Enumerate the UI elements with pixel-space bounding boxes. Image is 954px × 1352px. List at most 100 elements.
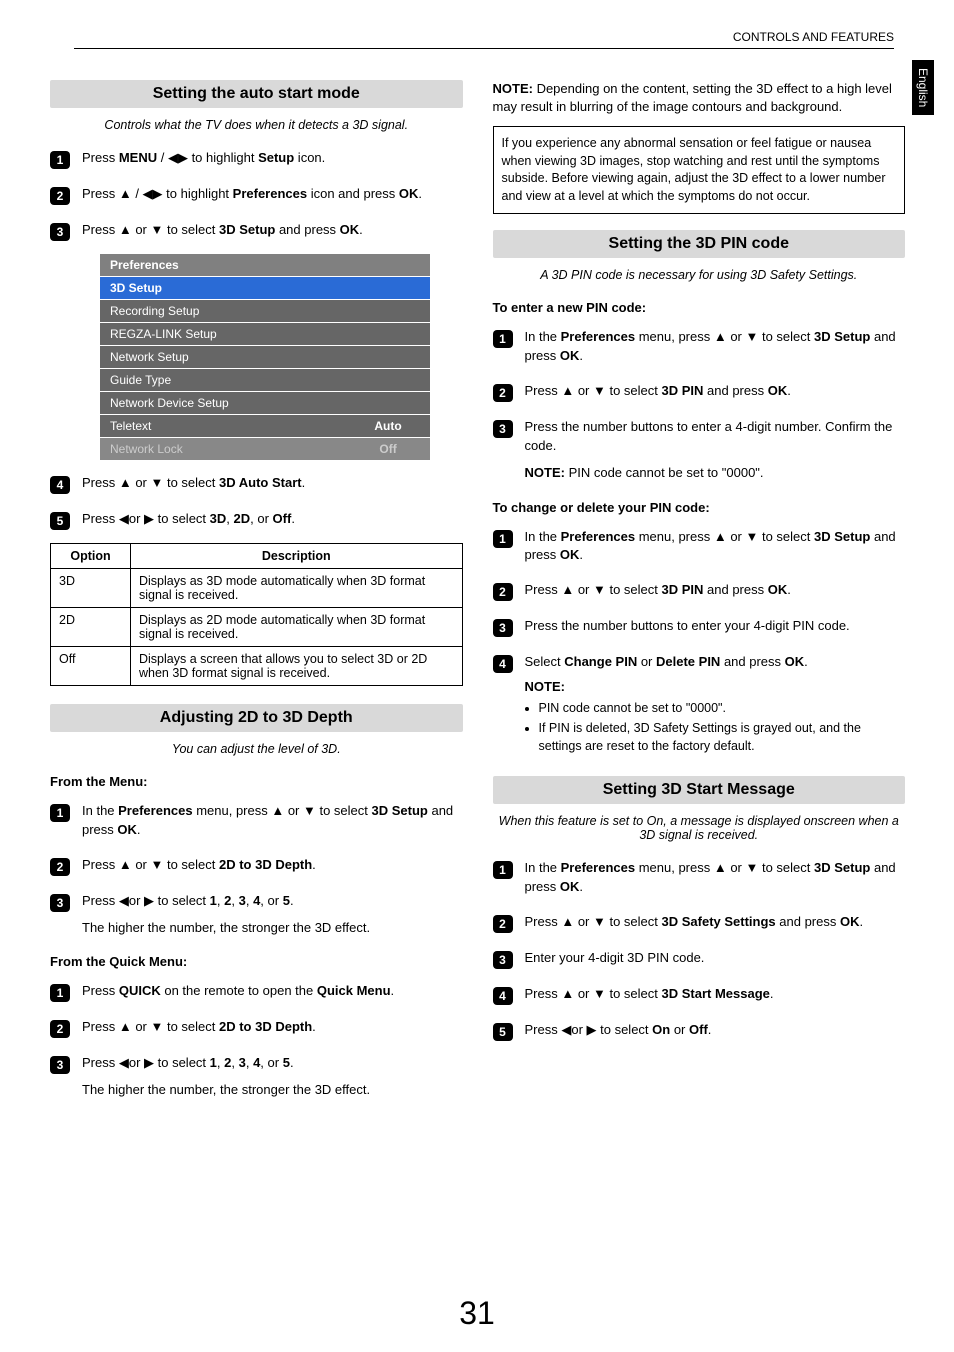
menu-row: Recording Setup <box>100 300 430 323</box>
desc-cell: Displays as 3D mode automatically when 3… <box>131 569 463 608</box>
preferences-menu: Preferences 3D SetupRecording SetupREGZA… <box>100 254 430 461</box>
desc-cell: Displays as 2D mode automatically when 3… <box>131 608 463 647</box>
step-tail: The higher the number, the stronger the … <box>82 919 463 938</box>
menu-value <box>346 277 430 300</box>
step-text: Press ▲ or ▼ to select 3D Safety Setting… <box>525 913 906 932</box>
step-text: Press QUICK on the remote to open the Qu… <box>82 982 463 1001</box>
step-num: 3 <box>493 420 513 438</box>
note-head: NOTE: <box>525 679 565 694</box>
option-cell: 3D <box>51 569 131 608</box>
step-tail: The higher the number, the stronger the … <box>82 1081 463 1100</box>
menu-label: Guide Type <box>100 369 346 392</box>
menu-label: Network Device Setup <box>100 392 346 415</box>
step-num: 1 <box>493 861 513 879</box>
menu-label: Teletext <box>100 415 346 438</box>
option-cell: 2D <box>51 608 131 647</box>
step-num: 1 <box>493 530 513 548</box>
menu-value <box>346 300 430 323</box>
step-text: Press ▲ or ▼ to select 3D Setup and pres… <box>82 221 463 240</box>
menu-value <box>346 346 430 369</box>
step-text: Press ▲ or ▼ to select 3D PIN and press … <box>525 581 906 600</box>
menu-row: Network Device Setup <box>100 392 430 415</box>
menu-row: TeletextAuto <box>100 415 430 438</box>
step-text: Press ◀or ▶ to select 3D, 2D, or Off. <box>82 510 463 529</box>
step-num: 1 <box>50 984 70 1002</box>
step-num: 1 <box>493 330 513 348</box>
right-column: NOTE: Depending on the content, setting … <box>493 80 906 1103</box>
desc-head: Description <box>131 544 463 569</box>
menu-row: Network Setup <box>100 346 430 369</box>
menu-value <box>346 323 430 346</box>
step-text: In the Preferences menu, press ▲ or ▼ to… <box>82 802 463 840</box>
subhead-from-menu: From the Menu: <box>50 774 463 789</box>
step-text: In the Preferences menu, press ▲ or ▼ to… <box>525 328 906 366</box>
step-text: Press ◀or ▶ to select 1, 2, 3, 4, or 5.T… <box>82 1054 463 1100</box>
step-num: 3 <box>50 223 70 241</box>
section-title-start-msg: Setting 3D Start Message <box>493 776 906 804</box>
menu-row: REGZA-LINK Setup <box>100 323 430 346</box>
language-tab: English <box>912 60 934 115</box>
section-title-pin: Setting the 3D PIN code <box>493 230 906 258</box>
table-row: 3DDisplays as 3D mode automatically when… <box>51 569 463 608</box>
menu-row: Network LockOff <box>100 438 430 461</box>
option-table: OptionDescription 3DDisplays as 3D mode … <box>50 543 463 686</box>
menu-value <box>346 392 430 415</box>
step-num: 1 <box>50 804 70 822</box>
menu-value <box>346 369 430 392</box>
table-row: OffDisplays a screen that allows you to … <box>51 647 463 686</box>
table-row: 2DDisplays as 2D mode automatically when… <box>51 608 463 647</box>
step-num: 4 <box>493 655 513 673</box>
menu-label: Network Setup <box>100 346 346 369</box>
step-num: 2 <box>493 583 513 601</box>
section-sub: Controls what the TV does when it detect… <box>50 118 463 132</box>
step-text: Press MENU / ◀▶ to highlight Setup icon. <box>82 149 463 168</box>
step-text: Press ▲ or ▼ to select 3D Start Message. <box>525 985 906 1004</box>
step-num: 4 <box>493 987 513 1005</box>
step-text: Press ◀or ▶ to select 1, 2, 3, 4, or 5.T… <box>82 892 463 938</box>
step-num: 5 <box>50 512 70 530</box>
left-column: Setting the auto start mode Controls wha… <box>50 80 463 1103</box>
step-num: 4 <box>50 476 70 494</box>
subhead-new-pin: To enter a new PIN code: <box>493 300 906 315</box>
menu-value: Off <box>346 438 430 461</box>
step-num: 2 <box>50 858 70 876</box>
section-title-auto-start: Setting the auto start mode <box>50 80 463 108</box>
step-num: 5 <box>493 1023 513 1041</box>
menu-row: Guide Type <box>100 369 430 392</box>
option-cell: Off <box>51 647 131 686</box>
step-num: 1 <box>50 151 70 169</box>
step-num: 3 <box>50 1056 70 1074</box>
menu-value: Auto <box>346 415 430 438</box>
step-text: Press ◀or ▶ to select On or Off. <box>525 1021 906 1040</box>
subhead-quick-menu: From the Quick Menu: <box>50 954 463 969</box>
step-num: 2 <box>50 1020 70 1038</box>
step-text: Press the number buttons to enter your 4… <box>525 617 906 636</box>
note-bullet: PIN code cannot be set to "0000". <box>539 699 906 717</box>
step-text: In the Preferences menu, press ▲ or ▼ to… <box>525 528 906 566</box>
step-text: Press ▲ or ▼ to select 2D to 3D Depth. <box>82 1018 463 1037</box>
menu-label: 3D Setup <box>100 277 346 300</box>
subhead-change-pin: To change or delete your PIN code: <box>493 500 906 515</box>
step-num: 3 <box>50 894 70 912</box>
page-number: 31 <box>0 1295 954 1332</box>
section-sub: A 3D PIN code is necessary for using 3D … <box>493 268 906 282</box>
page-header: CONTROLS AND FEATURES <box>74 30 894 49</box>
step-num: 2 <box>493 384 513 402</box>
menu-header: Preferences <box>100 254 430 277</box>
step-num: 2 <box>493 915 513 933</box>
option-head: Option <box>51 544 131 569</box>
section-title-depth: Adjusting 2D to 3D Depth <box>50 704 463 732</box>
note-bullet: If PIN is deleted, 3D Safety Settings is… <box>539 719 906 755</box>
step-text: Press ▲ or ▼ to select 2D to 3D Depth. <box>82 856 463 875</box>
step-text: Press ▲ or ▼ to select 3D Auto Start. <box>82 474 463 493</box>
step-text: Press ▲ / ◀▶ to highlight Preferences ic… <box>82 185 463 204</box>
menu-row: 3D Setup <box>100 277 430 300</box>
section-sub: You can adjust the level of 3D. <box>50 742 463 756</box>
pin-note: NOTE: PIN code cannot be set to "0000". <box>525 464 906 483</box>
step-text: Press ▲ or ▼ to select 3D PIN and press … <box>525 382 906 401</box>
warning-box: If you experience any abnormal sensation… <box>493 126 906 214</box>
section-sub: When this feature is set to On, a messag… <box>493 814 906 842</box>
step-text: Press the number buttons to enter a 4-di… <box>525 418 906 483</box>
desc-cell: Displays a screen that allows you to sel… <box>131 647 463 686</box>
note-top: NOTE: Depending on the content, setting … <box>493 80 906 116</box>
